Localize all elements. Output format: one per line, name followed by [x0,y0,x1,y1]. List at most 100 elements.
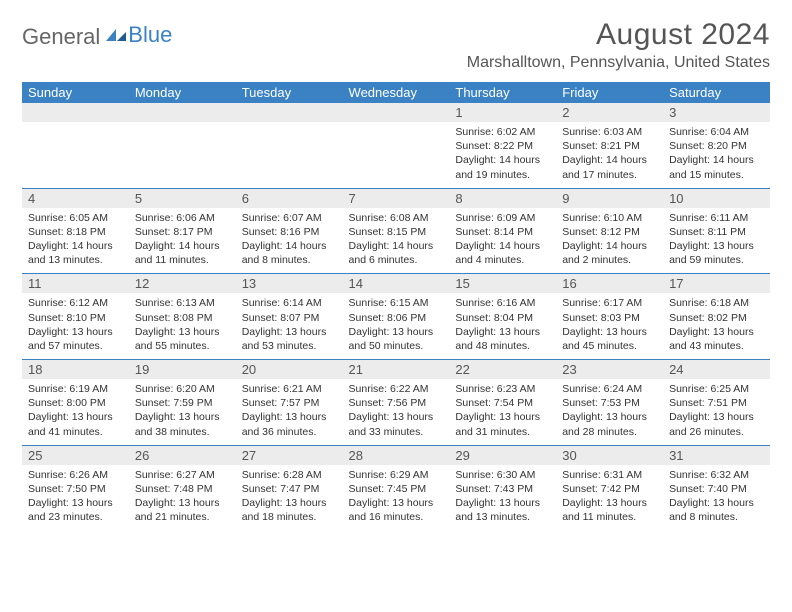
logo-text-gray: General [22,24,100,50]
day-cell: 31Sunrise: 6:32 AMSunset: 7:40 PMDayligh… [663,445,770,530]
day-header-row: SundayMondayTuesdayWednesdayThursdayFrid… [22,82,770,103]
day-number: 30 [556,446,663,465]
day-cell: 14Sunrise: 6:15 AMSunset: 8:06 PMDayligh… [343,274,450,360]
day-header: Tuesday [236,82,343,103]
day-detail: Sunrise: 6:11 AMSunset: 8:11 PMDaylight:… [663,208,770,274]
day-detail: Sunrise: 6:30 AMSunset: 7:43 PMDaylight:… [449,465,556,531]
day-number: 3 [663,103,770,122]
day-number-empty [343,103,450,122]
day-detail: Sunrise: 6:21 AMSunset: 7:57 PMDaylight:… [236,379,343,445]
day-detail: Sunrise: 6:18 AMSunset: 8:02 PMDaylight:… [663,293,770,359]
day-detail: Sunrise: 6:02 AMSunset: 8:22 PMDaylight:… [449,122,556,188]
day-number: 5 [129,189,236,208]
day-cell: 8Sunrise: 6:09 AMSunset: 8:14 PMDaylight… [449,188,556,274]
day-cell [129,103,236,188]
day-number: 28 [343,446,450,465]
day-detail: Sunrise: 6:14 AMSunset: 8:07 PMDaylight:… [236,293,343,359]
day-number: 24 [663,360,770,379]
day-detail-empty [129,122,236,180]
day-cell: 5Sunrise: 6:06 AMSunset: 8:17 PMDaylight… [129,188,236,274]
day-cell: 10Sunrise: 6:11 AMSunset: 8:11 PMDayligh… [663,188,770,274]
day-cell: 22Sunrise: 6:23 AMSunset: 7:54 PMDayligh… [449,360,556,446]
day-number: 15 [449,274,556,293]
day-number: 11 [22,274,129,293]
day-cell: 27Sunrise: 6:28 AMSunset: 7:47 PMDayligh… [236,445,343,530]
day-detail: Sunrise: 6:25 AMSunset: 7:51 PMDaylight:… [663,379,770,445]
day-detail: Sunrise: 6:27 AMSunset: 7:48 PMDaylight:… [129,465,236,531]
day-cell: 3Sunrise: 6:04 AMSunset: 8:20 PMDaylight… [663,103,770,188]
week-row: 11Sunrise: 6:12 AMSunset: 8:10 PMDayligh… [22,274,770,360]
day-cell: 16Sunrise: 6:17 AMSunset: 8:03 PMDayligh… [556,274,663,360]
location-text: Marshalltown, Pennsylvania, United State… [467,54,770,72]
day-detail: Sunrise: 6:05 AMSunset: 8:18 PMDaylight:… [22,208,129,274]
day-detail: Sunrise: 6:24 AMSunset: 7:53 PMDaylight:… [556,379,663,445]
day-cell [22,103,129,188]
day-number: 17 [663,274,770,293]
day-cell: 17Sunrise: 6:18 AMSunset: 8:02 PMDayligh… [663,274,770,360]
logo-text-blue: Blue [128,22,172,48]
logo-sail-icon [104,23,128,49]
day-detail: Sunrise: 6:06 AMSunset: 8:17 PMDaylight:… [129,208,236,274]
day-detail: Sunrise: 6:26 AMSunset: 7:50 PMDaylight:… [22,465,129,531]
day-detail: Sunrise: 6:08 AMSunset: 8:15 PMDaylight:… [343,208,450,274]
day-number: 18 [22,360,129,379]
day-cell: 18Sunrise: 6:19 AMSunset: 8:00 PMDayligh… [22,360,129,446]
day-header: Sunday [22,82,129,103]
day-number: 25 [22,446,129,465]
day-number: 4 [22,189,129,208]
day-number: 2 [556,103,663,122]
day-number: 10 [663,189,770,208]
day-header: Wednesday [343,82,450,103]
day-detail: Sunrise: 6:10 AMSunset: 8:12 PMDaylight:… [556,208,663,274]
day-detail-empty [343,122,450,180]
day-cell: 24Sunrise: 6:25 AMSunset: 7:51 PMDayligh… [663,360,770,446]
day-cell: 19Sunrise: 6:20 AMSunset: 7:59 PMDayligh… [129,360,236,446]
day-number: 12 [129,274,236,293]
day-number: 19 [129,360,236,379]
day-number: 21 [343,360,450,379]
day-number: 7 [343,189,450,208]
day-cell: 21Sunrise: 6:22 AMSunset: 7:56 PMDayligh… [343,360,450,446]
day-number: 31 [663,446,770,465]
day-number: 9 [556,189,663,208]
day-cell: 6Sunrise: 6:07 AMSunset: 8:16 PMDaylight… [236,188,343,274]
day-number-empty [129,103,236,122]
week-row: 1Sunrise: 6:02 AMSunset: 8:22 PMDaylight… [22,103,770,188]
day-detail: Sunrise: 6:23 AMSunset: 7:54 PMDaylight:… [449,379,556,445]
day-number: 26 [129,446,236,465]
day-detail: Sunrise: 6:12 AMSunset: 8:10 PMDaylight:… [22,293,129,359]
day-detail-empty [236,122,343,180]
day-number: 6 [236,189,343,208]
day-detail: Sunrise: 6:19 AMSunset: 8:00 PMDaylight:… [22,379,129,445]
day-cell: 11Sunrise: 6:12 AMSunset: 8:10 PMDayligh… [22,274,129,360]
day-cell: 20Sunrise: 6:21 AMSunset: 7:57 PMDayligh… [236,360,343,446]
day-cell [236,103,343,188]
day-number-empty [236,103,343,122]
day-cell: 15Sunrise: 6:16 AMSunset: 8:04 PMDayligh… [449,274,556,360]
day-detail: Sunrise: 6:28 AMSunset: 7:47 PMDaylight:… [236,465,343,531]
day-detail: Sunrise: 6:20 AMSunset: 7:59 PMDaylight:… [129,379,236,445]
day-cell: 29Sunrise: 6:30 AMSunset: 7:43 PMDayligh… [449,445,556,530]
day-detail: Sunrise: 6:04 AMSunset: 8:20 PMDaylight:… [663,122,770,188]
calendar-table: SundayMondayTuesdayWednesdayThursdayFrid… [22,82,770,530]
day-number: 16 [556,274,663,293]
day-detail: Sunrise: 6:09 AMSunset: 8:14 PMDaylight:… [449,208,556,274]
day-detail: Sunrise: 6:29 AMSunset: 7:45 PMDaylight:… [343,465,450,531]
day-detail: Sunrise: 6:22 AMSunset: 7:56 PMDaylight:… [343,379,450,445]
day-number: 1 [449,103,556,122]
day-detail: Sunrise: 6:03 AMSunset: 8:21 PMDaylight:… [556,122,663,188]
day-cell: 30Sunrise: 6:31 AMSunset: 7:42 PMDayligh… [556,445,663,530]
week-row: 18Sunrise: 6:19 AMSunset: 8:00 PMDayligh… [22,360,770,446]
day-cell: 23Sunrise: 6:24 AMSunset: 7:53 PMDayligh… [556,360,663,446]
day-detail: Sunrise: 6:13 AMSunset: 8:08 PMDaylight:… [129,293,236,359]
day-cell: 26Sunrise: 6:27 AMSunset: 7:48 PMDayligh… [129,445,236,530]
page-title: August 2024 [467,18,770,52]
day-number-empty [22,103,129,122]
week-row: 25Sunrise: 6:26 AMSunset: 7:50 PMDayligh… [22,445,770,530]
day-number: 8 [449,189,556,208]
day-detail: Sunrise: 6:17 AMSunset: 8:03 PMDaylight:… [556,293,663,359]
header: General Blue August 2024 Marshalltown, Pe… [22,18,770,72]
day-detail: Sunrise: 6:32 AMSunset: 7:40 PMDaylight:… [663,465,770,531]
day-header: Thursday [449,82,556,103]
day-number: 13 [236,274,343,293]
